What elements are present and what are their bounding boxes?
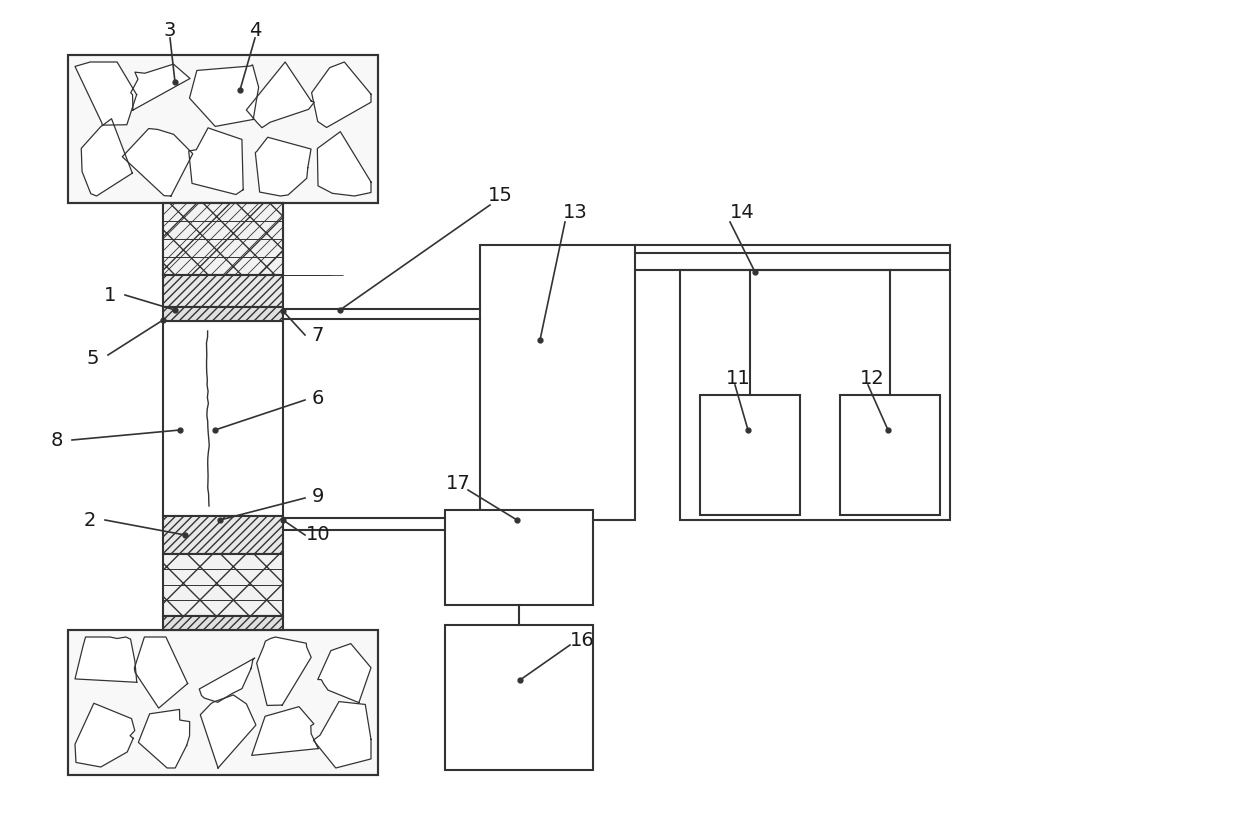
Text: 16: 16 — [569, 630, 594, 649]
Text: 2: 2 — [84, 511, 97, 530]
Polygon shape — [139, 709, 190, 768]
Bar — [445, 625, 593, 770]
Polygon shape — [74, 703, 135, 767]
Polygon shape — [317, 644, 371, 703]
Text: 8: 8 — [51, 430, 63, 450]
Bar — [68, 630, 378, 775]
Bar — [162, 554, 283, 616]
Bar — [680, 270, 950, 520]
Polygon shape — [123, 129, 192, 196]
Polygon shape — [130, 64, 190, 110]
Text: 7: 7 — [311, 325, 324, 344]
Text: 6: 6 — [311, 388, 324, 408]
Polygon shape — [74, 62, 136, 125]
Text: 14: 14 — [729, 203, 754, 222]
Bar — [162, 275, 283, 307]
Text: 11: 11 — [725, 368, 750, 387]
Bar — [480, 245, 635, 520]
Bar — [162, 307, 283, 321]
Polygon shape — [255, 138, 311, 196]
Polygon shape — [74, 637, 136, 682]
Bar — [162, 516, 283, 554]
Bar — [445, 510, 593, 605]
Bar — [162, 321, 283, 516]
Bar — [839, 395, 940, 515]
Polygon shape — [188, 128, 243, 194]
Polygon shape — [257, 637, 311, 705]
Bar — [162, 616, 283, 630]
Bar — [68, 55, 378, 203]
Polygon shape — [200, 658, 254, 702]
Text: 12: 12 — [859, 368, 884, 387]
Bar — [701, 395, 800, 515]
Text: 4: 4 — [249, 21, 262, 40]
Text: 1: 1 — [104, 285, 117, 305]
Polygon shape — [317, 132, 371, 196]
Text: 15: 15 — [487, 185, 512, 204]
Bar — [68, 630, 378, 775]
Polygon shape — [134, 637, 187, 708]
Bar — [162, 203, 283, 275]
Bar — [162, 203, 283, 275]
Polygon shape — [190, 65, 259, 126]
Polygon shape — [314, 701, 371, 768]
Text: 10: 10 — [306, 526, 330, 545]
Polygon shape — [252, 707, 319, 756]
Text: 5: 5 — [87, 349, 99, 368]
Text: 17: 17 — [445, 474, 470, 493]
Polygon shape — [82, 119, 133, 196]
Text: 13: 13 — [563, 203, 588, 222]
Polygon shape — [201, 695, 255, 768]
Text: 3: 3 — [164, 21, 176, 40]
Text: 9: 9 — [311, 486, 324, 505]
Bar — [68, 55, 378, 203]
Polygon shape — [311, 62, 371, 128]
Polygon shape — [247, 62, 314, 128]
